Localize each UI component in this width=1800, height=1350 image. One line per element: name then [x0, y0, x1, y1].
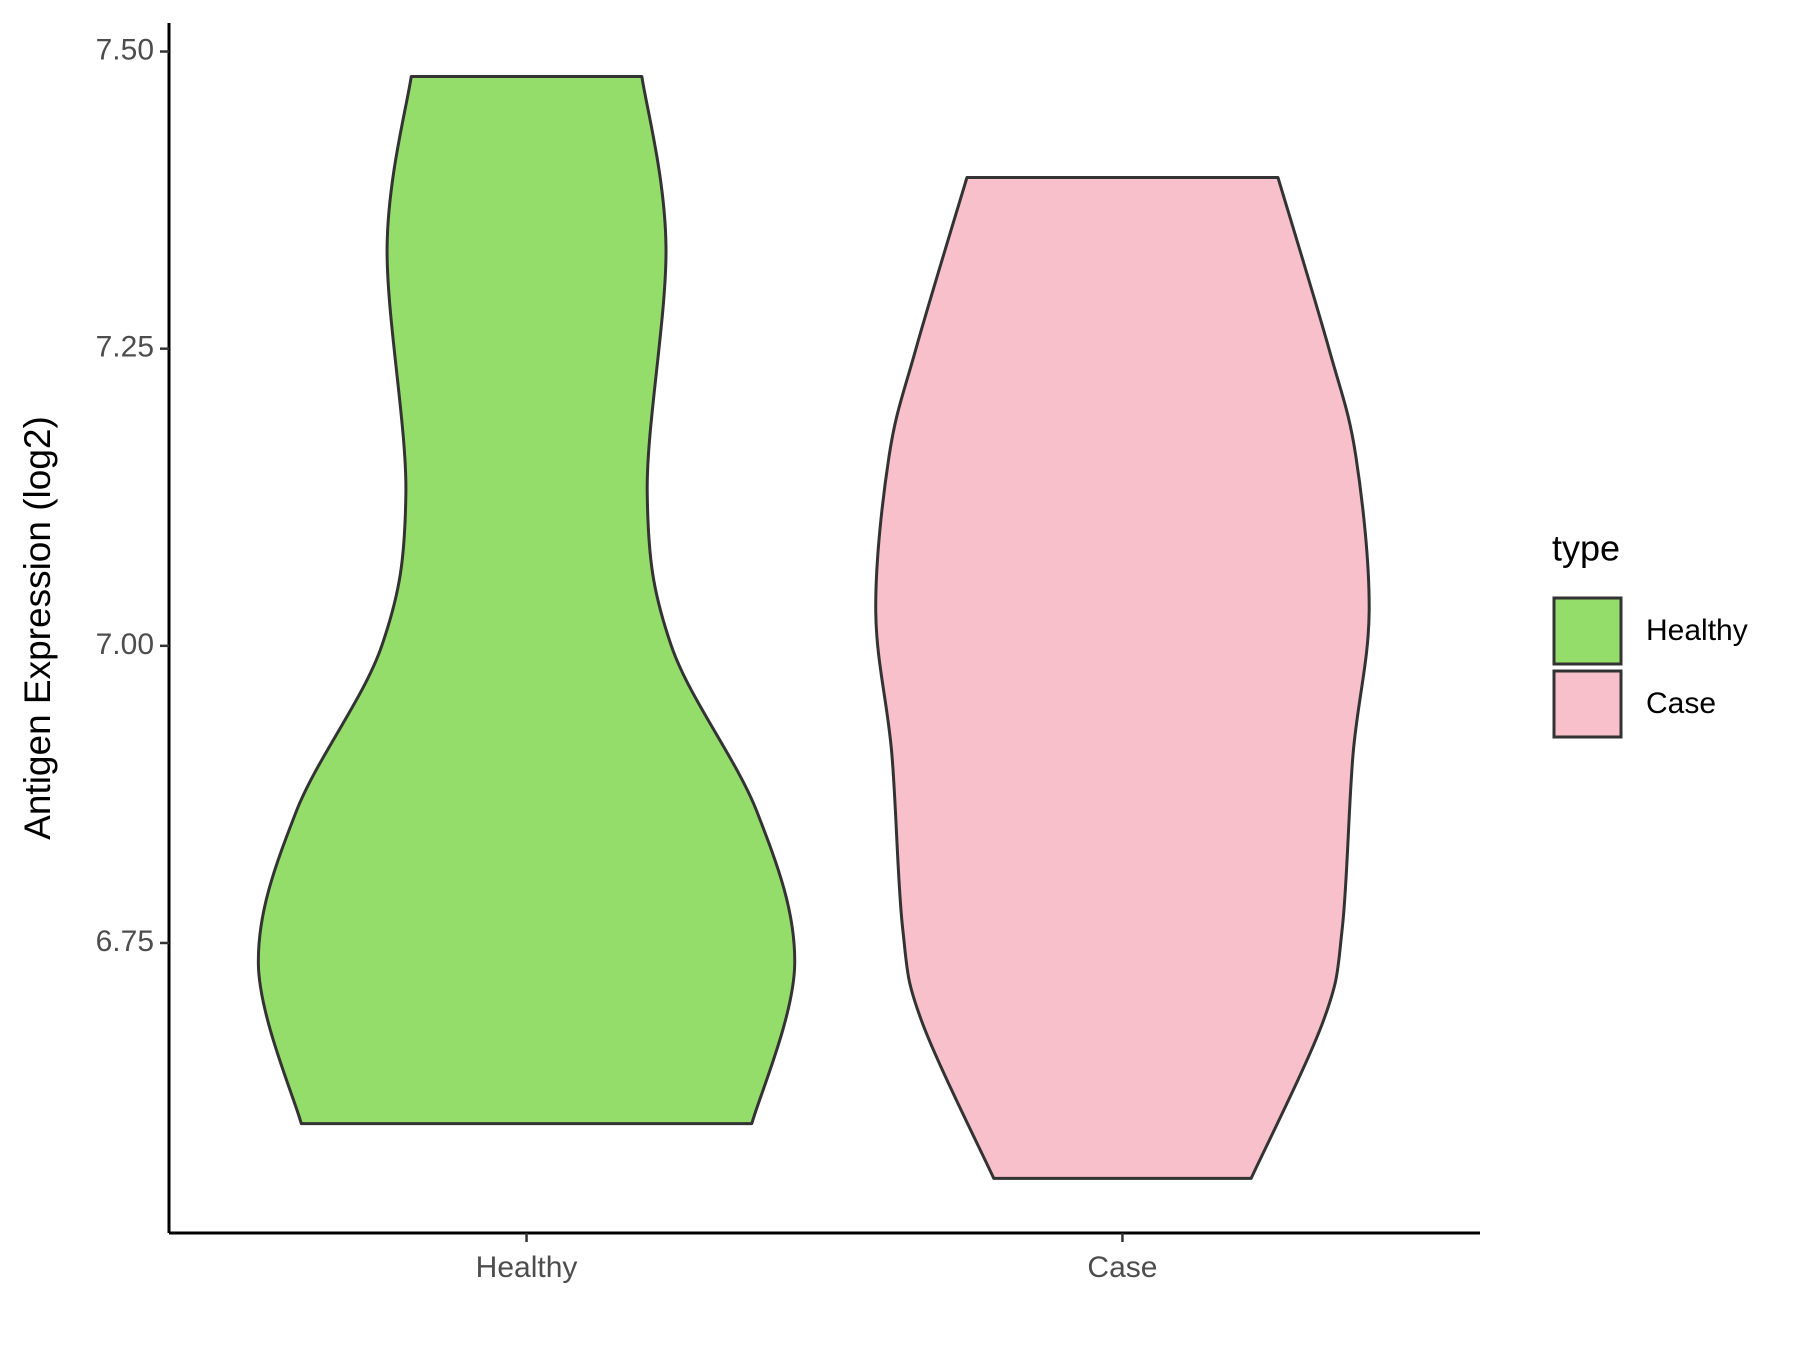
x-tick-label: Case — [1087, 1251, 1157, 1284]
legend-label: Healthy — [1646, 614, 1748, 647]
y-tick-label: 6.75 — [96, 925, 154, 958]
legend-label: Case — [1646, 687, 1716, 720]
y-axis-title: Antigen Expression (log2) — [17, 416, 58, 840]
legend-title: type — [1552, 528, 1620, 569]
violin — [874, 176, 1371, 1180]
y-tick-label: 7.25 — [96, 331, 154, 364]
legend-key — [1552, 669, 1623, 739]
y-tick-label: 7.50 — [96, 33, 154, 66]
x-tick-label: Healthy — [476, 1251, 578, 1284]
violin — [256, 74, 797, 1126]
y-tick-label: 7.00 — [96, 628, 154, 661]
legend-key — [1552, 596, 1623, 666]
